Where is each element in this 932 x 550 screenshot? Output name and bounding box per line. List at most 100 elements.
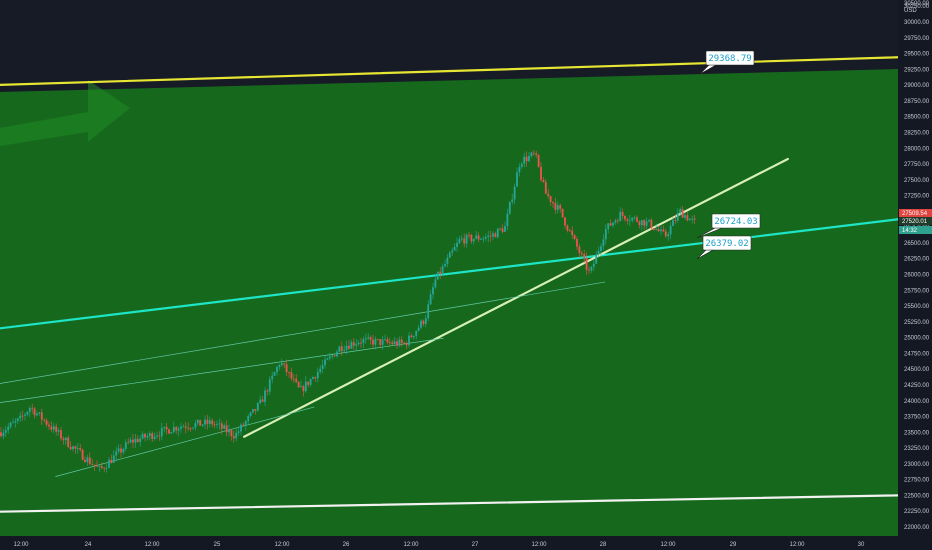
candle [384,339,386,341]
candle [436,271,439,280]
candle [393,341,396,345]
candle [494,233,497,238]
candle [580,253,583,255]
candle [657,229,660,232]
candle [417,327,420,331]
candle [420,320,422,328]
price-tag: 27509.54 [899,209,932,217]
x-tick-label: 30 [858,542,865,548]
candle [230,430,233,437]
candle [321,365,324,369]
trend-arrow [0,80,130,146]
candle [686,215,689,221]
candle [350,342,353,349]
candle [595,254,598,264]
candle [667,234,670,237]
candle [424,318,427,325]
price-callout[interactable]: 26379.02 [696,235,752,260]
thin-channel-3-line[interactable] [0,281,606,385]
candle [405,343,408,346]
time-axis[interactable] [0,536,898,550]
candle [496,228,499,238]
candle [633,217,636,219]
candle [261,399,264,402]
candle [206,419,209,424]
candle [254,409,257,411]
candle [228,430,230,433]
candle [357,342,360,345]
candle [477,235,480,240]
x-tick-label: 12:00 [789,542,805,548]
candle [237,431,240,433]
y-tick-label: 25000.00 [904,336,930,342]
candle [256,403,259,411]
price-axis[interactable] [898,0,932,550]
x-tick-label: 12:00 [144,542,160,548]
candle [693,218,696,220]
candle [146,436,149,438]
candle [40,412,43,420]
candle [439,271,442,274]
candle [465,234,468,244]
candle [432,287,434,295]
candle [69,446,72,450]
bullish-zone [0,69,898,512]
price-callout[interactable]: 29368.79 [699,50,755,75]
price-callout[interactable]: 26724.03 [696,213,761,239]
candle [196,419,199,424]
candle [559,205,562,209]
candle [501,228,504,232]
candle [235,432,238,439]
candle [307,381,310,385]
candle [628,220,631,222]
white-trend-line[interactable] [243,157,789,438]
candle [175,427,178,431]
callout-value: 26379.02 [705,239,748,249]
y-tick-label: 23750.00 [904,415,930,421]
candle [201,424,204,426]
candle [660,229,662,232]
candle [388,342,391,343]
y-tick-label: 24750.00 [904,351,930,357]
candle [2,432,5,437]
candle [609,223,612,226]
candle [129,439,132,443]
lower-channel-line[interactable] [0,494,900,513]
candle [292,378,295,380]
thin-channel-2-line[interactable] [55,406,315,477]
candle [492,233,494,237]
candle [122,448,125,453]
candle [88,457,91,464]
candle [288,372,290,374]
candle [583,254,586,259]
candle [127,442,130,444]
candle [372,339,374,345]
candle [156,435,158,437]
x-tick-label: 12:00 [274,542,290,548]
candle [64,437,67,441]
candle [592,263,595,267]
candle [513,186,516,200]
candle [24,414,26,416]
candle [619,211,622,222]
y-tick-label: 26250.00 [904,257,930,263]
candle [362,339,365,344]
candle [537,154,540,167]
y-tick-label: 27750.00 [904,162,930,168]
candle [523,156,526,164]
candle [460,238,463,240]
x-tick-label: 12:00 [403,542,419,548]
candle [31,407,34,409]
y-tick-label: 28250.00 [904,130,930,136]
candle [604,229,607,240]
candle [456,242,458,247]
thin-channel-1-line[interactable] [0,337,444,404]
candle [451,250,454,253]
candle [475,235,478,239]
y-tick-label: 28000.00 [904,146,930,152]
price-tag-label: 27509.54 [902,211,928,217]
candle [662,229,665,232]
candle [290,372,293,379]
